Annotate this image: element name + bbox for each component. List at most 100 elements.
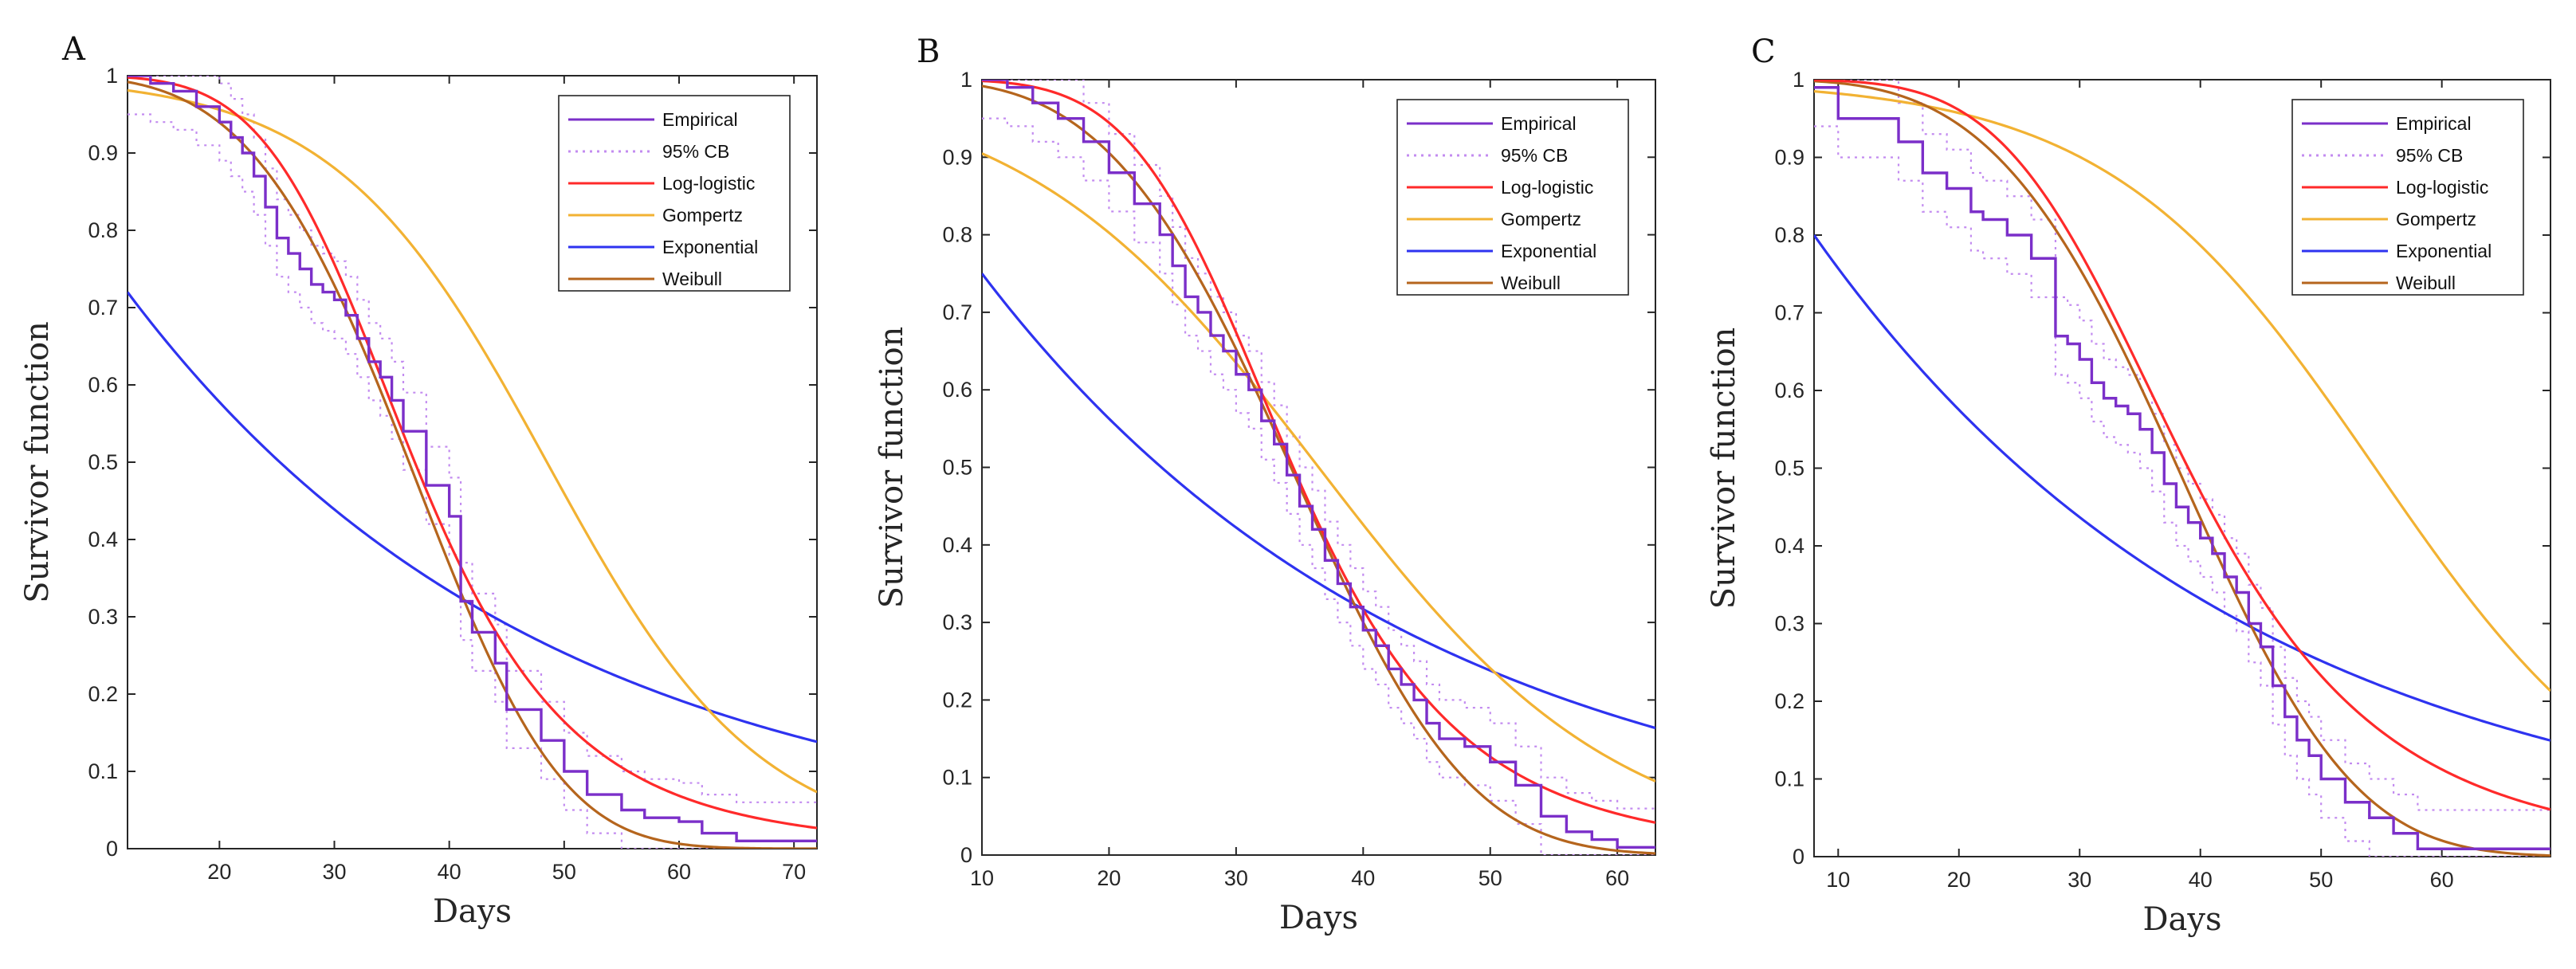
legend-label-weibull: Weibull [2396,273,2456,293]
panel-label: B [917,33,940,70]
y-tick-label: 0.2 [942,688,972,712]
x-tick-label: 60 [667,860,691,884]
exponential-line [982,273,1655,730]
y-tick-label: 0.7 [942,300,972,324]
panel-b: 0 0.1 0.2 0.3 0.4 0.5 0.6 0.7 0.8 0.9 1 10 20 30 40 50 6… [874,33,1656,936]
y-tick-label: 0.5 [942,456,972,480]
y-tick-label: 0 [106,837,118,861]
x-tick-label: 50 [2309,868,2333,892]
legend-label-loglogistic: Log-logistic [662,173,755,194]
x-tick-label: 40 [2189,868,2213,892]
y-tick-label: 0.6 [942,378,972,402]
y-axis-label: Survivor function [1706,328,1742,610]
y-tick-label: 0 [960,843,972,867]
weibull-line [1814,80,2550,857]
x-axis-label: Days [2142,901,2221,938]
legend-label-empirical: Empirical [2396,113,2472,134]
y-tick-label: 0.9 [1774,146,1804,170]
x-tick-label: 30 [2067,868,2091,892]
empirical-line [982,80,1655,849]
gompertz-line [128,88,817,794]
legend-label-loglogistic: Log-logistic [1501,177,1593,198]
y-tick-label: 0.1 [88,759,118,783]
y-tick-label: 0.3 [1774,612,1804,636]
y-tick-label: 0.5 [1774,457,1804,481]
x-tick-label: 20 [207,860,231,884]
y-tick-label: 0.3 [88,605,118,629]
y-tick-label: 0.7 [88,296,118,320]
y-tick-label: 0.8 [942,223,972,247]
legend-label-empirical: Empirical [662,109,738,130]
legend: Empirical 95% CB Log-logistic Gompertz Expon… [558,95,791,292]
y-tick-label: 0.4 [942,533,972,557]
curves-group [128,76,817,849]
curves-group [1814,80,2550,857]
legend-box [1396,99,1629,296]
y-tick-label: 0.9 [88,141,118,165]
y-tick-label: 0.2 [1774,689,1804,713]
x-tick-label: 30 [1224,866,1248,890]
cb-lower-line [982,117,1655,855]
y-tick-label: 0.7 [1774,301,1804,325]
legend-label-loglogistic: Log-logistic [2396,177,2488,198]
gompertz-line [1814,90,2550,692]
x-tick-label: 50 [1478,866,1502,890]
y-tick-label: 0.4 [88,528,118,551]
y-tick-label: 0.9 [942,145,972,169]
x-tick-label: 50 [552,860,576,884]
panel-label: C [1751,33,1776,70]
panel-a: 0 0.1 0.2 0.3 0.4 0.5 0.6 0.7 0.8 0.9 1 20 30 40 50 60 7… [19,31,818,930]
legend-label-weibull: Weibull [662,269,722,289]
loglogistic-line [1814,80,2550,811]
x-axis-label: Days [433,893,512,930]
gompertz-line [982,152,1655,783]
y-tick-label: 0.4 [1774,534,1804,558]
loglogistic-line [982,80,1655,824]
panel-c: 0 0.1 0.2 0.3 0.4 0.5 0.6 0.7 0.8 0.9 1 10 20 30 40 50 6… [1706,33,2551,938]
legend-label-cb: 95% CB [2396,145,2463,166]
y-tick-label: 0.8 [1774,223,1804,247]
x-tick-label: 10 [1826,868,1850,892]
legend-label-gompertz: Gompertz [2396,209,2476,230]
y-tick-label: 0.1 [1774,767,1804,791]
loglogistic-line [128,76,817,830]
x-tick-label: 30 [322,860,346,884]
empirical-line [1814,86,2550,850]
y-tick-label: 1 [960,68,972,92]
cb-upper-line [1814,80,2550,811]
y-tick-label: 0.3 [942,610,972,634]
y-tick-label: 0.6 [1774,379,1804,402]
y-tick-label: 0.5 [88,450,118,474]
legend-label-exponential: Exponential [662,237,758,257]
y-tick-label: 1 [106,64,118,88]
y-tick-label: 0 [1793,845,1804,869]
panel-label: A [61,31,86,68]
y-tick-label: 0.2 [88,682,118,706]
legend: Empirical 95% CB Log-logistic Gompertz Expon… [2291,99,2524,296]
curves-group [982,80,1655,855]
y-tick-label: 0.6 [88,373,118,397]
x-tick-label: 40 [1351,866,1375,890]
cb-lower-line [128,113,817,849]
legend-label-gompertz: Gompertz [1501,209,1581,230]
y-tick-label: 1 [1793,68,1804,92]
x-tick-label: 40 [438,860,461,884]
legend-label-cb: 95% CB [1501,145,1568,166]
exponential-line [128,291,817,743]
legend-label-cb: 95% CB [662,141,729,162]
exponential-line [1814,234,2550,742]
empirical-line [128,76,817,842]
legend-label-exponential: Exponential [1501,241,1596,261]
legend-box [2291,99,2524,296]
legend-label-empirical: Empirical [1501,113,1577,134]
y-tick-label: 0.1 [942,766,972,790]
y-axis-label: Survivor function [874,327,910,609]
x-tick-label: 20 [1097,866,1121,890]
legend-box [558,95,791,292]
x-axis-label: Days [1279,900,1358,936]
y-axis-label: Survivor function [19,321,56,603]
legend-label-weibull: Weibull [1501,273,1561,293]
legend-label-gompertz: Gompertz [662,205,743,226]
x-tick-label: 20 [1947,868,1971,892]
